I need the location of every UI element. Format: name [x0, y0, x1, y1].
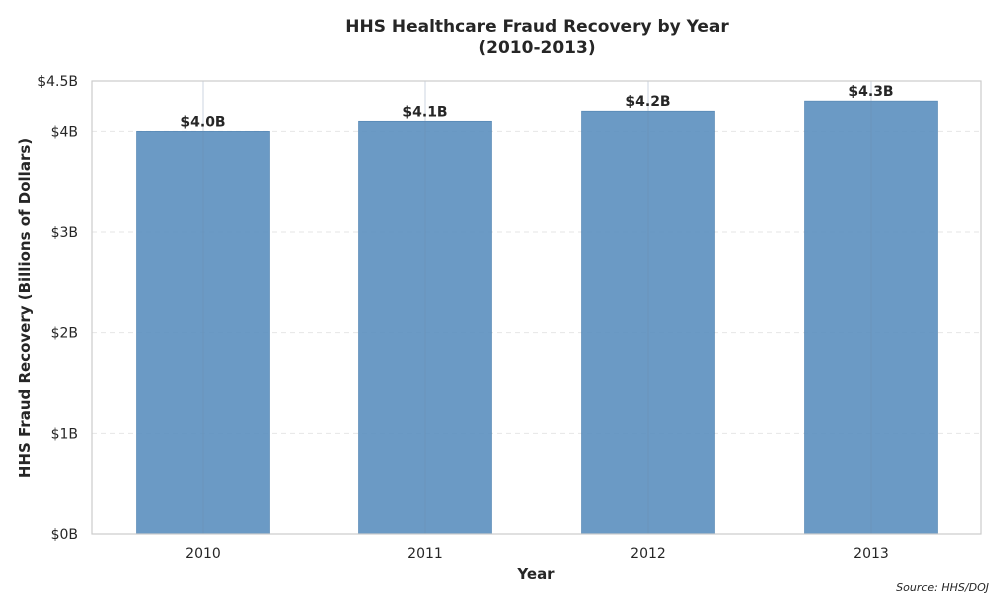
- x-tick-label: 2011: [407, 546, 443, 562]
- y-tick-label: $3B: [51, 225, 78, 241]
- data-labels: $4.0B $4.1B $4.2B $4.3B: [180, 84, 893, 130]
- chart-title: HHS Healthcare Fraud Recovery by Year: [345, 17, 729, 37]
- y-tick-label: $2B: [51, 326, 78, 342]
- data-label: $4.1B: [402, 104, 447, 120]
- data-label: $4.2B: [625, 94, 670, 110]
- x-axis-label: Year: [516, 565, 555, 583]
- x-tick-labels: 2010 2011 2012 2013: [185, 546, 889, 562]
- x-gridlines: [202, 81, 872, 534]
- y-tick-label: $4.5B: [37, 74, 78, 90]
- chart-subtitle: (2010-2013): [478, 38, 595, 58]
- y-tick-label: $1B: [51, 426, 78, 442]
- bar-2013: [804, 100, 938, 535]
- x-tick-label: 2013: [853, 546, 889, 562]
- bars: [136, 100, 938, 535]
- source-note: Source: HHS/DOJ: [896, 581, 989, 594]
- data-label: $4.3B: [848, 84, 893, 100]
- y-axis-label: HHS Fraud Recovery (Billions of Dollars): [16, 138, 34, 478]
- y-tick-label: $0B: [51, 527, 78, 543]
- x-tick-label: 2010: [185, 546, 221, 562]
- bar-2010: [136, 131, 270, 535]
- bar-2011: [358, 120, 492, 535]
- x-tick-label: 2012: [630, 546, 666, 562]
- y-tick-label: $4B: [51, 124, 78, 140]
- plot-frame: [91, 80, 982, 535]
- y-tick-labels: $0B $1B $2B $3B $4B $4.5B: [37, 74, 78, 543]
- bar-2012: [581, 110, 715, 535]
- data-label: $4.0B: [180, 114, 225, 130]
